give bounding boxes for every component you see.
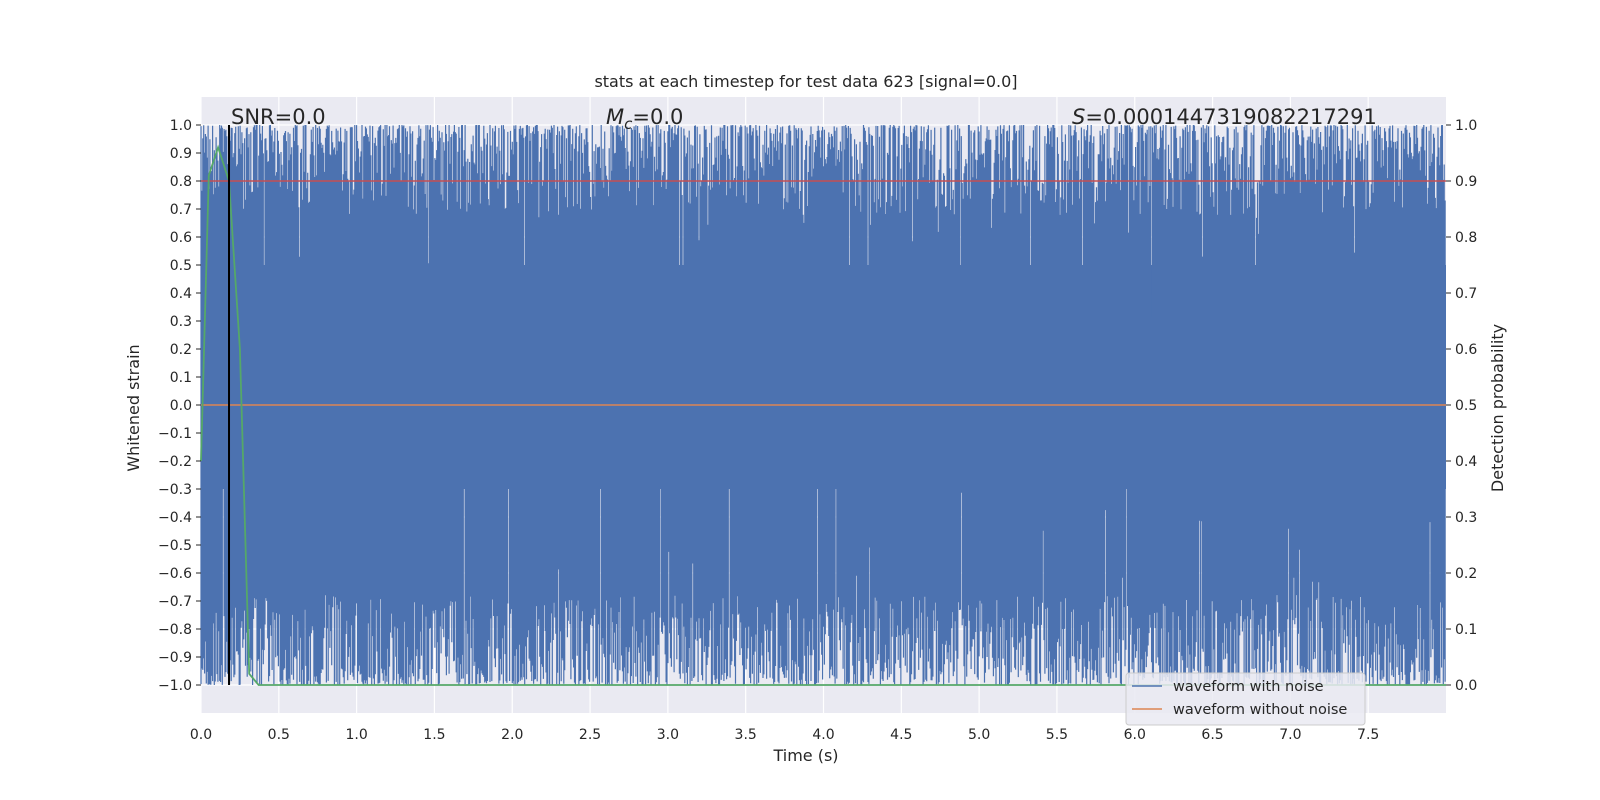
x-tick-label: 5.5 xyxy=(1046,727,1068,743)
legend: waveform with noise waveform without noi… xyxy=(1125,672,1366,726)
y-left-tick-label: −0.7 xyxy=(158,594,192,610)
x-tick-label: 1.0 xyxy=(345,727,367,743)
y-left-tick-label: −0.5 xyxy=(158,538,192,554)
s-value: =0.0001447319082217291 xyxy=(1085,105,1377,129)
y-left-tick-label: 0.7 xyxy=(170,202,192,218)
y-right-tick-label: 0.4 xyxy=(1455,454,1477,470)
x-axis-ticks: 0.0 0.5 1.0 1.5 2.0 2.5 3.0 3.5 4.0 4.5 5.0 5.5 6.0 6… xyxy=(190,727,1379,743)
chirp-mass-annotation: Mc=0.0 xyxy=(606,105,683,133)
y-right-tick-label: 0.3 xyxy=(1455,510,1477,526)
x-tick-label: 6.0 xyxy=(1124,727,1146,743)
x-tick-label: 7.5 xyxy=(1357,727,1379,743)
x-tick-label: 0.0 xyxy=(190,727,212,743)
x-tick-label: 3.0 xyxy=(657,727,679,743)
series-waveform-with-noise xyxy=(200,125,1446,685)
y-right-tick-label: 0.0 xyxy=(1455,678,1477,694)
chirp-mass-symbol: M xyxy=(606,105,624,129)
y-left-tick-label: −0.6 xyxy=(158,566,192,582)
y-left-tick-label: −0.2 xyxy=(158,454,192,470)
y-right-tick-label: 0.8 xyxy=(1455,230,1477,246)
x-tick-label: 4.5 xyxy=(890,727,912,743)
y-left-tick-label: −0.1 xyxy=(158,426,192,442)
chirp-mass-value: =0.0 xyxy=(632,105,683,129)
legend-box xyxy=(1125,672,1366,726)
y-left-tick-label: 0.2 xyxy=(170,342,192,358)
snr-annotation: SNR=0.0 xyxy=(231,105,326,129)
y-left-tick-label: −0.3 xyxy=(158,482,192,498)
x-axis-label: Time (s) xyxy=(772,746,838,765)
y-axis-left-ticks: 1.0 0.9 0.8 0.7 0.6 0.5 0.4 0.3 0.2 0.1 0.0 −0.1 −0.… xyxy=(158,118,201,694)
y-left-tick-label: 0.5 xyxy=(170,258,192,274)
legend-label-waveform-without-noise: waveform without noise xyxy=(1173,702,1347,718)
x-tick-label: 3.5 xyxy=(735,727,757,743)
y-axis-left-label: Whitened strain xyxy=(124,344,143,471)
y-right-tick-label: 0.2 xyxy=(1455,566,1477,582)
chirp-mass-subscript: c xyxy=(624,115,633,133)
x-tick-label: 5.0 xyxy=(968,727,990,743)
y-left-tick-label: 0.9 xyxy=(170,146,192,162)
y-right-tick-label: 1.0 xyxy=(1455,118,1477,134)
y-left-tick-label: −0.8 xyxy=(158,622,192,638)
y-left-tick-label: −0.9 xyxy=(158,650,192,666)
s-symbol: S xyxy=(1072,105,1085,129)
y-left-tick-label: 1.0 xyxy=(170,118,192,134)
x-tick-label: 2.0 xyxy=(501,727,523,743)
y-right-tick-label: 0.6 xyxy=(1455,342,1477,358)
y-right-tick-label: 0.7 xyxy=(1455,286,1477,302)
y-left-tick-label: 0.4 xyxy=(170,286,192,302)
x-tick-label: 4.0 xyxy=(812,727,834,743)
legend-label-waveform-with-noise: waveform with noise xyxy=(1173,679,1324,695)
y-left-tick-label: 0.0 xyxy=(170,398,192,414)
y-left-tick-label: 0.1 xyxy=(170,370,192,386)
y-left-tick-label: 0.6 xyxy=(170,230,192,246)
y-right-tick-label: 0.1 xyxy=(1455,622,1477,638)
series-detection-probability xyxy=(200,144,1446,686)
y-left-tick-label: 0.8 xyxy=(170,174,192,190)
x-tick-label: 6.5 xyxy=(1201,727,1223,743)
x-tick-label: 7.0 xyxy=(1279,727,1301,743)
y-right-tick-label: 0.9 xyxy=(1455,174,1477,190)
x-tick-label: 0.5 xyxy=(268,727,290,743)
y-left-tick-label: 0.3 xyxy=(170,314,192,330)
y-left-tick-label: −1.0 xyxy=(158,678,192,694)
y-right-tick-label: 0.5 xyxy=(1455,398,1477,414)
y-left-tick-label: −0.4 xyxy=(158,510,192,526)
x-tick-label: 2.5 xyxy=(579,727,601,743)
y-axis-right-label: Detection probability xyxy=(1488,324,1507,492)
s-annotation: S=0.0001447319082217291 xyxy=(1072,105,1377,129)
x-tick-label: 1.5 xyxy=(423,727,445,743)
chart-title: stats at each timestep for test data 623… xyxy=(594,72,1017,91)
y-axis-right-ticks: 1.0 0.9 0.8 0.7 0.6 0.5 0.4 0.3 0.2 0.1 0.0 xyxy=(1446,118,1477,694)
